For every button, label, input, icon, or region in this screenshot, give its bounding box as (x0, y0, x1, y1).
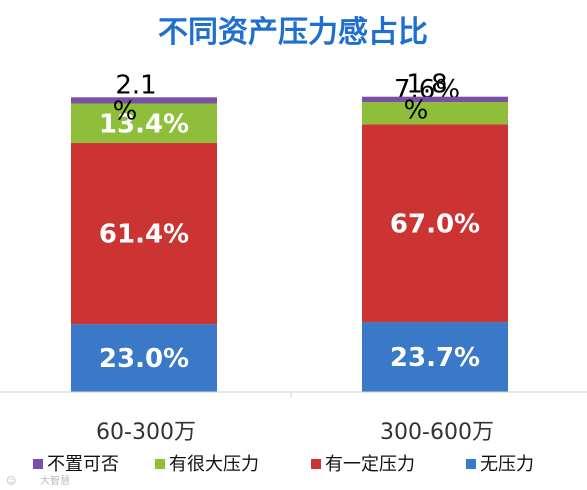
watermark-text: 大智慧 (40, 474, 70, 487)
bar-segment (362, 96, 508, 103)
legend-swatch (155, 459, 165, 469)
data-label: 1.8 (406, 70, 447, 100)
chart-title: 不同资产压力感占比 (158, 15, 428, 50)
legend: 不置可否 有很大压力 有一定压力 无压力 (33, 454, 534, 475)
watermark: ☺ 大智慧 (6, 474, 70, 487)
data-label: 13.4% (99, 109, 189, 139)
legend-label: 有一定压力 (325, 454, 415, 475)
bar-segment (71, 324, 217, 392)
bar-segment (71, 143, 217, 325)
data-label: 2.1 (115, 70, 156, 100)
bar-segment (71, 97, 217, 104)
category-label: 60-300万 (96, 420, 196, 445)
bar-group: 23.0%61.4%13.4%2.1%23.7%67.0%7.6%1.8% (71, 70, 508, 392)
legend-label: 不置可否 (47, 454, 119, 475)
data-label-unit: % (404, 96, 429, 126)
data-label: 67.0% (390, 209, 480, 239)
data-label: 61.4% (99, 220, 189, 250)
data-label-unit: % (113, 96, 138, 126)
bar-segment (362, 102, 508, 125)
legend-label: 无压力 (480, 454, 534, 475)
watermark-icon: ☺ (6, 476, 16, 487)
legend-swatch (466, 459, 476, 469)
legend-swatch (311, 459, 321, 469)
bar-segment (362, 124, 508, 323)
data-label: 23.0% (99, 344, 189, 374)
bar-segment (71, 103, 217, 144)
category-label: 300-600万 (380, 420, 494, 445)
bar-segment (362, 322, 508, 392)
legend-swatch (33, 459, 43, 469)
category-labels: 60-300万 300-600万 (96, 420, 494, 445)
data-label: 23.7% (390, 343, 480, 373)
legend-label: 有很大压力 (169, 454, 259, 475)
